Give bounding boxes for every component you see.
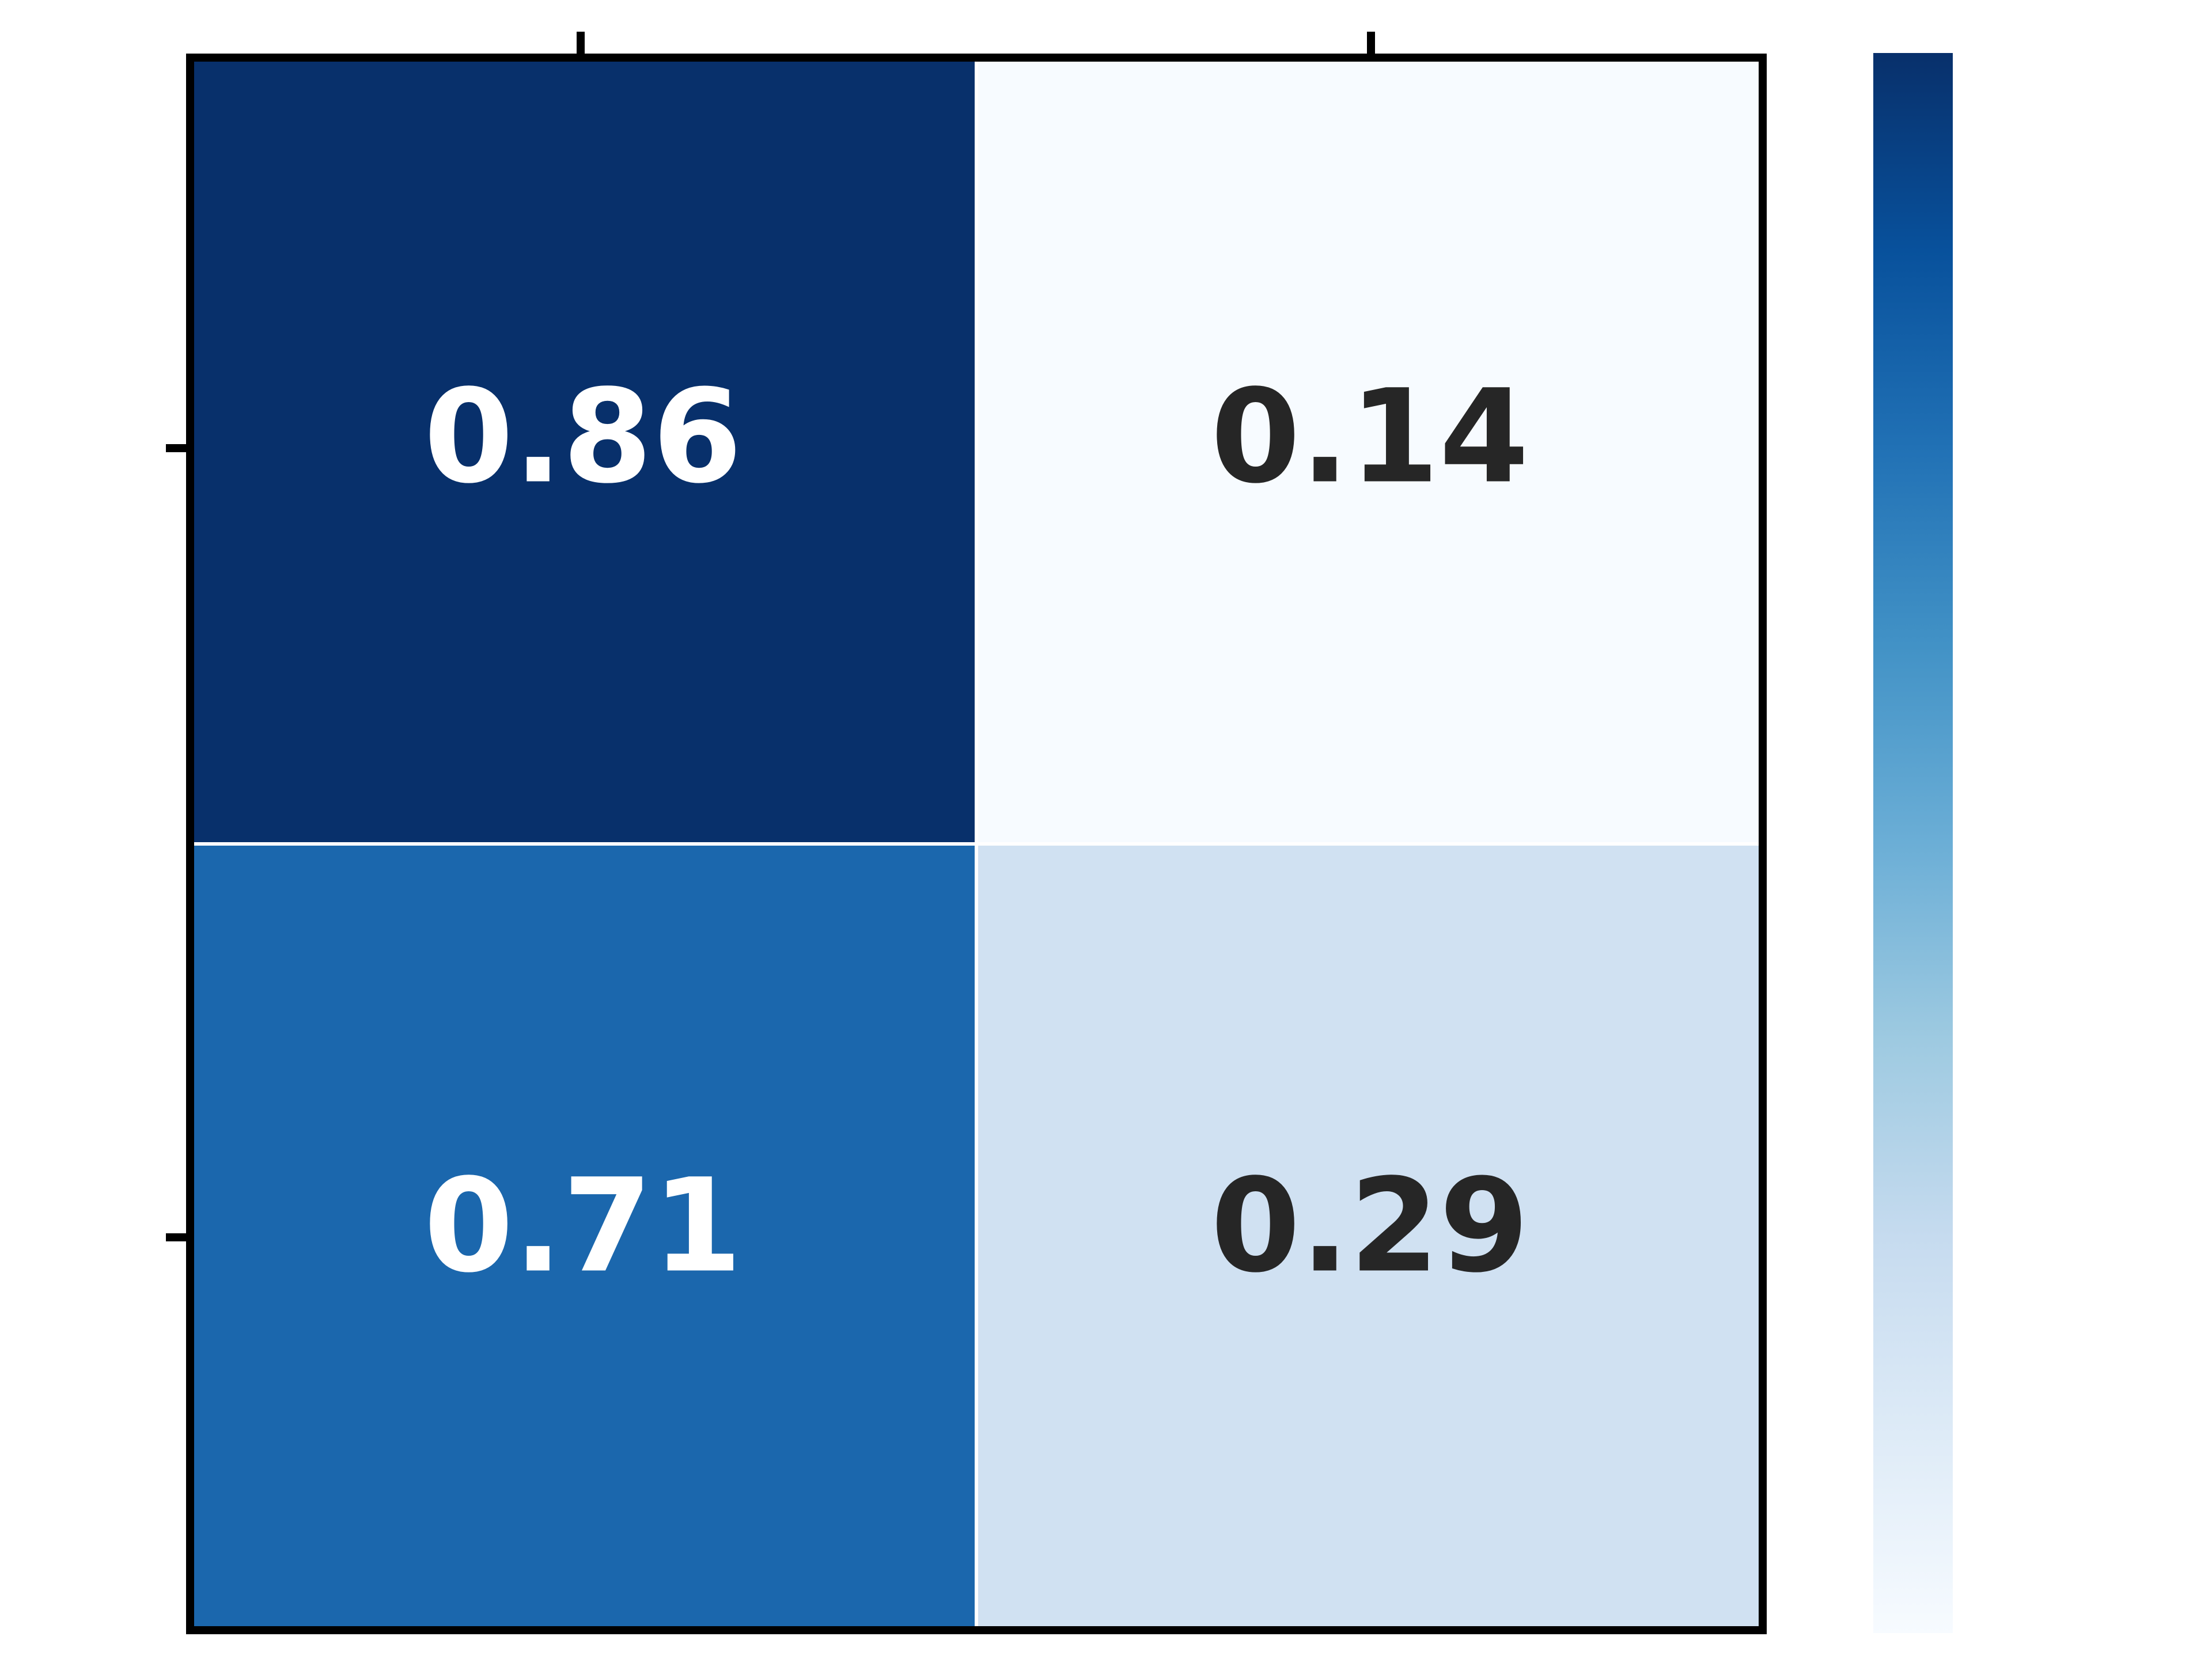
heatmap-value-label-r1-c1: 0.86	[424, 362, 743, 512]
heatmap-cell-r1-c2	[976, 58, 1763, 844]
heatmap-value-label-r2-c1: 0.71	[424, 1151, 743, 1301]
axis-ticks	[166, 32, 1375, 1241]
heatmap-cells	[190, 58, 1763, 1630]
heatmap-cell-r2-c1	[190, 844, 976, 1630]
cell-separators	[190, 58, 1763, 1630]
colorbar	[1873, 53, 1953, 1633]
plot-frame	[186, 54, 1767, 1634]
heatmap-cell-r2-c2	[976, 844, 1763, 1630]
heatmap-value-labels: 0.86 0.14 0.71 0.29	[424, 362, 1529, 1301]
heatmap-value-label-r1-c2: 0.14	[1211, 362, 1529, 512]
heatmap-cell-r1-c1	[190, 58, 976, 844]
heatmap-value-label-r2-c2: 0.29	[1211, 1151, 1529, 1301]
